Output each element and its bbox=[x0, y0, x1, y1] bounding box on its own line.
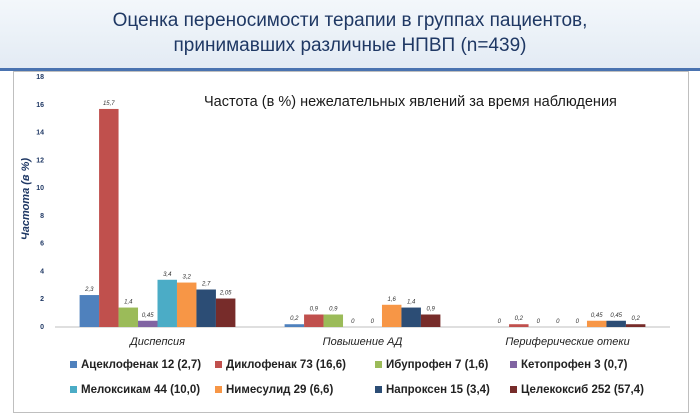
bar bbox=[381, 304, 402, 327]
data-label: 0 bbox=[537, 319, 541, 325]
slide-title: Оценка переносимости терапии в группах п… bbox=[0, 8, 700, 58]
legend-swatch bbox=[215, 361, 222, 368]
bar bbox=[420, 314, 441, 327]
legend-label: Ибупрофен 7 (1,6) bbox=[386, 358, 489, 371]
bar bbox=[99, 108, 119, 327]
y-tick-label: 4 bbox=[40, 268, 44, 275]
data-label: 0,9 bbox=[329, 307, 338, 313]
data-label: 2,7 bbox=[201, 282, 211, 288]
data-label: 0 bbox=[351, 319, 355, 325]
legend-item: Ацеклофенак 12 (2,7) bbox=[70, 355, 215, 374]
bar bbox=[157, 279, 177, 327]
y-tick-label: 6 bbox=[40, 241, 44, 248]
data-label: 1,4 bbox=[407, 300, 416, 306]
legend-item: Напроксен 15 (3,4) bbox=[375, 380, 510, 399]
category-label: Периферические отеки bbox=[505, 336, 629, 348]
legend-swatch bbox=[510, 386, 517, 393]
legend-label: Нимесулид 29 (6,6) bbox=[226, 383, 334, 396]
legend-label: Напроксен 15 (3,4) bbox=[386, 383, 490, 396]
title-line-2: принимавших различные НПВП (n=439) bbox=[173, 35, 527, 56]
bar bbox=[284, 324, 305, 327]
title-line-1: Оценка переносимости терапии в группах п… bbox=[112, 10, 588, 31]
y-tick-label: 0 bbox=[40, 324, 44, 331]
legend-item: Мелоксикам 44 (10,0) bbox=[70, 380, 215, 399]
legend-swatch bbox=[375, 361, 382, 368]
legend-swatch bbox=[510, 361, 517, 368]
data-label: 0 bbox=[371, 319, 375, 325]
legend: Ацеклофенак 12 (2,7) Диклофенак 73 (16,6… bbox=[70, 355, 690, 399]
category-label: Повышение АД bbox=[323, 336, 403, 348]
legend-swatch bbox=[375, 386, 382, 393]
data-label: 15,7 bbox=[103, 101, 115, 107]
y-axis-label: Частота (в %) bbox=[20, 157, 32, 241]
title-banner: Оценка переносимости терапии в группах п… bbox=[0, 0, 700, 71]
data-label: 0 bbox=[498, 319, 502, 325]
y-tick-label: 12 bbox=[36, 157, 44, 164]
legend-swatch bbox=[70, 386, 77, 393]
bar bbox=[586, 320, 607, 327]
bar bbox=[215, 298, 236, 327]
legend-item: Целекоксиб 252 (57,4) bbox=[510, 380, 660, 399]
category-label: Диспепсия bbox=[128, 336, 185, 348]
y-tick-label: 18 bbox=[36, 74, 44, 81]
y-tick-label: 14 bbox=[36, 130, 44, 137]
data-label: 3,4 bbox=[163, 272, 172, 278]
data-label: 0,9 bbox=[426, 307, 435, 313]
data-label: 3,2 bbox=[183, 275, 192, 281]
data-label: 2,05 bbox=[219, 291, 232, 297]
bar bbox=[118, 307, 139, 327]
bar bbox=[323, 314, 344, 327]
bar bbox=[79, 295, 100, 327]
data-label: 0,2 bbox=[631, 316, 640, 322]
bar bbox=[196, 289, 216, 327]
bar bbox=[401, 307, 421, 327]
data-label: 1,4 bbox=[124, 300, 133, 306]
bar bbox=[509, 324, 529, 327]
legend-item: Кетопрофен 3 (0,7) bbox=[510, 355, 660, 374]
data-label: 0,2 bbox=[515, 316, 524, 322]
data-label: 0 bbox=[576, 319, 580, 325]
data-label: 0,9 bbox=[310, 307, 319, 313]
legend-label: Ацеклофенак 12 (2,7) bbox=[81, 358, 202, 371]
legend-item: Нимесулид 29 (6,6) bbox=[215, 380, 375, 399]
data-label: 0 bbox=[556, 319, 560, 325]
bar bbox=[176, 282, 197, 327]
y-tick-label: 16 bbox=[36, 102, 44, 109]
legend-label: Диклофенак 73 (16,6) bbox=[226, 358, 346, 371]
bar bbox=[304, 314, 324, 327]
legend-label: Мелоксикам 44 (10,0) bbox=[81, 383, 201, 396]
chart-subtitle: Частота (в %) нежелательных явлений за в… bbox=[204, 94, 617, 110]
chart-frame bbox=[13, 71, 689, 413]
data-label: 1,6 bbox=[388, 297, 397, 303]
data-label: 0,2 bbox=[290, 316, 299, 322]
legend-label: Целекоксиб 252 (57,4) bbox=[521, 383, 644, 396]
y-tick-label: 2 bbox=[40, 296, 44, 303]
bar bbox=[625, 324, 646, 327]
data-label: 0,45 bbox=[142, 313, 154, 319]
legend-item: Ибупрофен 7 (1,6) bbox=[375, 355, 510, 374]
data-label: 0,45 bbox=[610, 313, 622, 319]
legend-swatch bbox=[70, 361, 77, 368]
data-label: 2,3 bbox=[84, 287, 94, 293]
y-tick-label: 10 bbox=[36, 185, 44, 192]
bar bbox=[138, 320, 158, 327]
data-label: 0,45 bbox=[591, 313, 603, 319]
legend-label: Кетопрофен 3 (0,7) bbox=[521, 358, 628, 371]
bar bbox=[606, 320, 626, 327]
legend-swatch bbox=[215, 386, 222, 393]
legend-item: Диклофенак 73 (16,6) bbox=[215, 355, 375, 374]
y-tick-label: 8 bbox=[40, 213, 44, 220]
